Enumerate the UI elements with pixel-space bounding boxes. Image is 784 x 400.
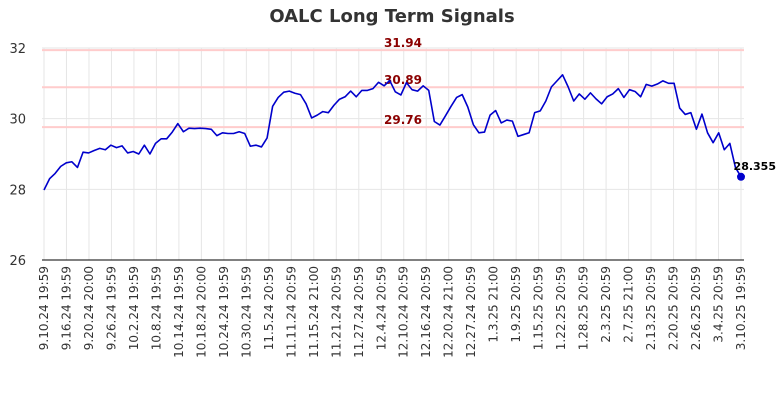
x-tick-label: 2.7.25 21:00: [622, 266, 636, 343]
x-tick-label: 12.4.24 20:59: [374, 266, 388, 350]
x-tick-label: 10.30.24 19:59: [239, 266, 253, 358]
x-tick-label: 3.10.25 19:59: [734, 266, 748, 350]
x-tick-label: 2.3.25 20:59: [599, 266, 613, 343]
x-tick-label: 11.5.24 20:59: [262, 266, 276, 350]
y-tick-label: 32: [9, 42, 26, 57]
chart-title: OALC Long Term Signals: [269, 6, 515, 27]
x-tick-label: 3.4.25 20:59: [712, 266, 726, 343]
x-tick-label: 10.14.24 19:59: [172, 266, 186, 358]
x-tick-label: 11.15.24 21:00: [307, 266, 321, 358]
x-tick-label: 2.26.25 20:59: [689, 266, 703, 350]
x-tick-label: 11.27.24 20:59: [352, 266, 366, 358]
x-tick-label: 11.21.24 20:59: [329, 266, 343, 358]
x-tick-label: 2.20.25 20:59: [667, 266, 681, 350]
x-tick-label: 9.16.24 19:59: [59, 266, 73, 350]
x-tick-label: 1.15.25 20:59: [532, 266, 546, 350]
x-tick-label: 12.16.24 20:59: [419, 266, 433, 358]
y-tick-label: 30: [9, 113, 26, 128]
signal-label: 29.76: [384, 113, 422, 127]
x-tick-label: 12.20.24 21:00: [442, 266, 456, 358]
x-tick-label: 10.2.24 19:59: [127, 266, 141, 350]
series-line: [43, 74, 742, 191]
last-point-label: 28.355: [734, 160, 776, 173]
x-tick-label: 12.10.24 20:59: [397, 266, 411, 358]
x-tick-label: 1.3.25 21:00: [487, 266, 501, 343]
x-tick-label: 10.8.24 19:59: [149, 266, 163, 350]
y-tick-label: 28: [9, 183, 26, 198]
y-tick-label: 26: [9, 254, 26, 269]
signal-label: 30.89: [384, 73, 422, 87]
x-tick-label: 1.9.25 20:59: [509, 266, 523, 343]
x-tick-label: 9.10.24 19:59: [37, 266, 51, 350]
x-tick-label: 1.28.25 20:59: [577, 266, 591, 350]
x-tick-label: 1.22.25 20:59: [554, 266, 568, 350]
signal-label: 31.94: [384, 36, 422, 50]
x-tick-label: 10.18.24 20:00: [194, 266, 208, 358]
x-tick-label: 12.27.24 20:59: [464, 266, 478, 358]
x-tick-label: 9.20.24 20:00: [82, 266, 96, 350]
x-tick-label: 11.11.24 20:59: [284, 266, 298, 358]
last-point-marker: [737, 172, 745, 181]
x-tick-label: 10.24.24 19:59: [217, 266, 231, 358]
x-tick-label: 2.13.25 20:59: [644, 266, 658, 350]
x-tick-label: 9.26.24 19:59: [104, 266, 118, 350]
